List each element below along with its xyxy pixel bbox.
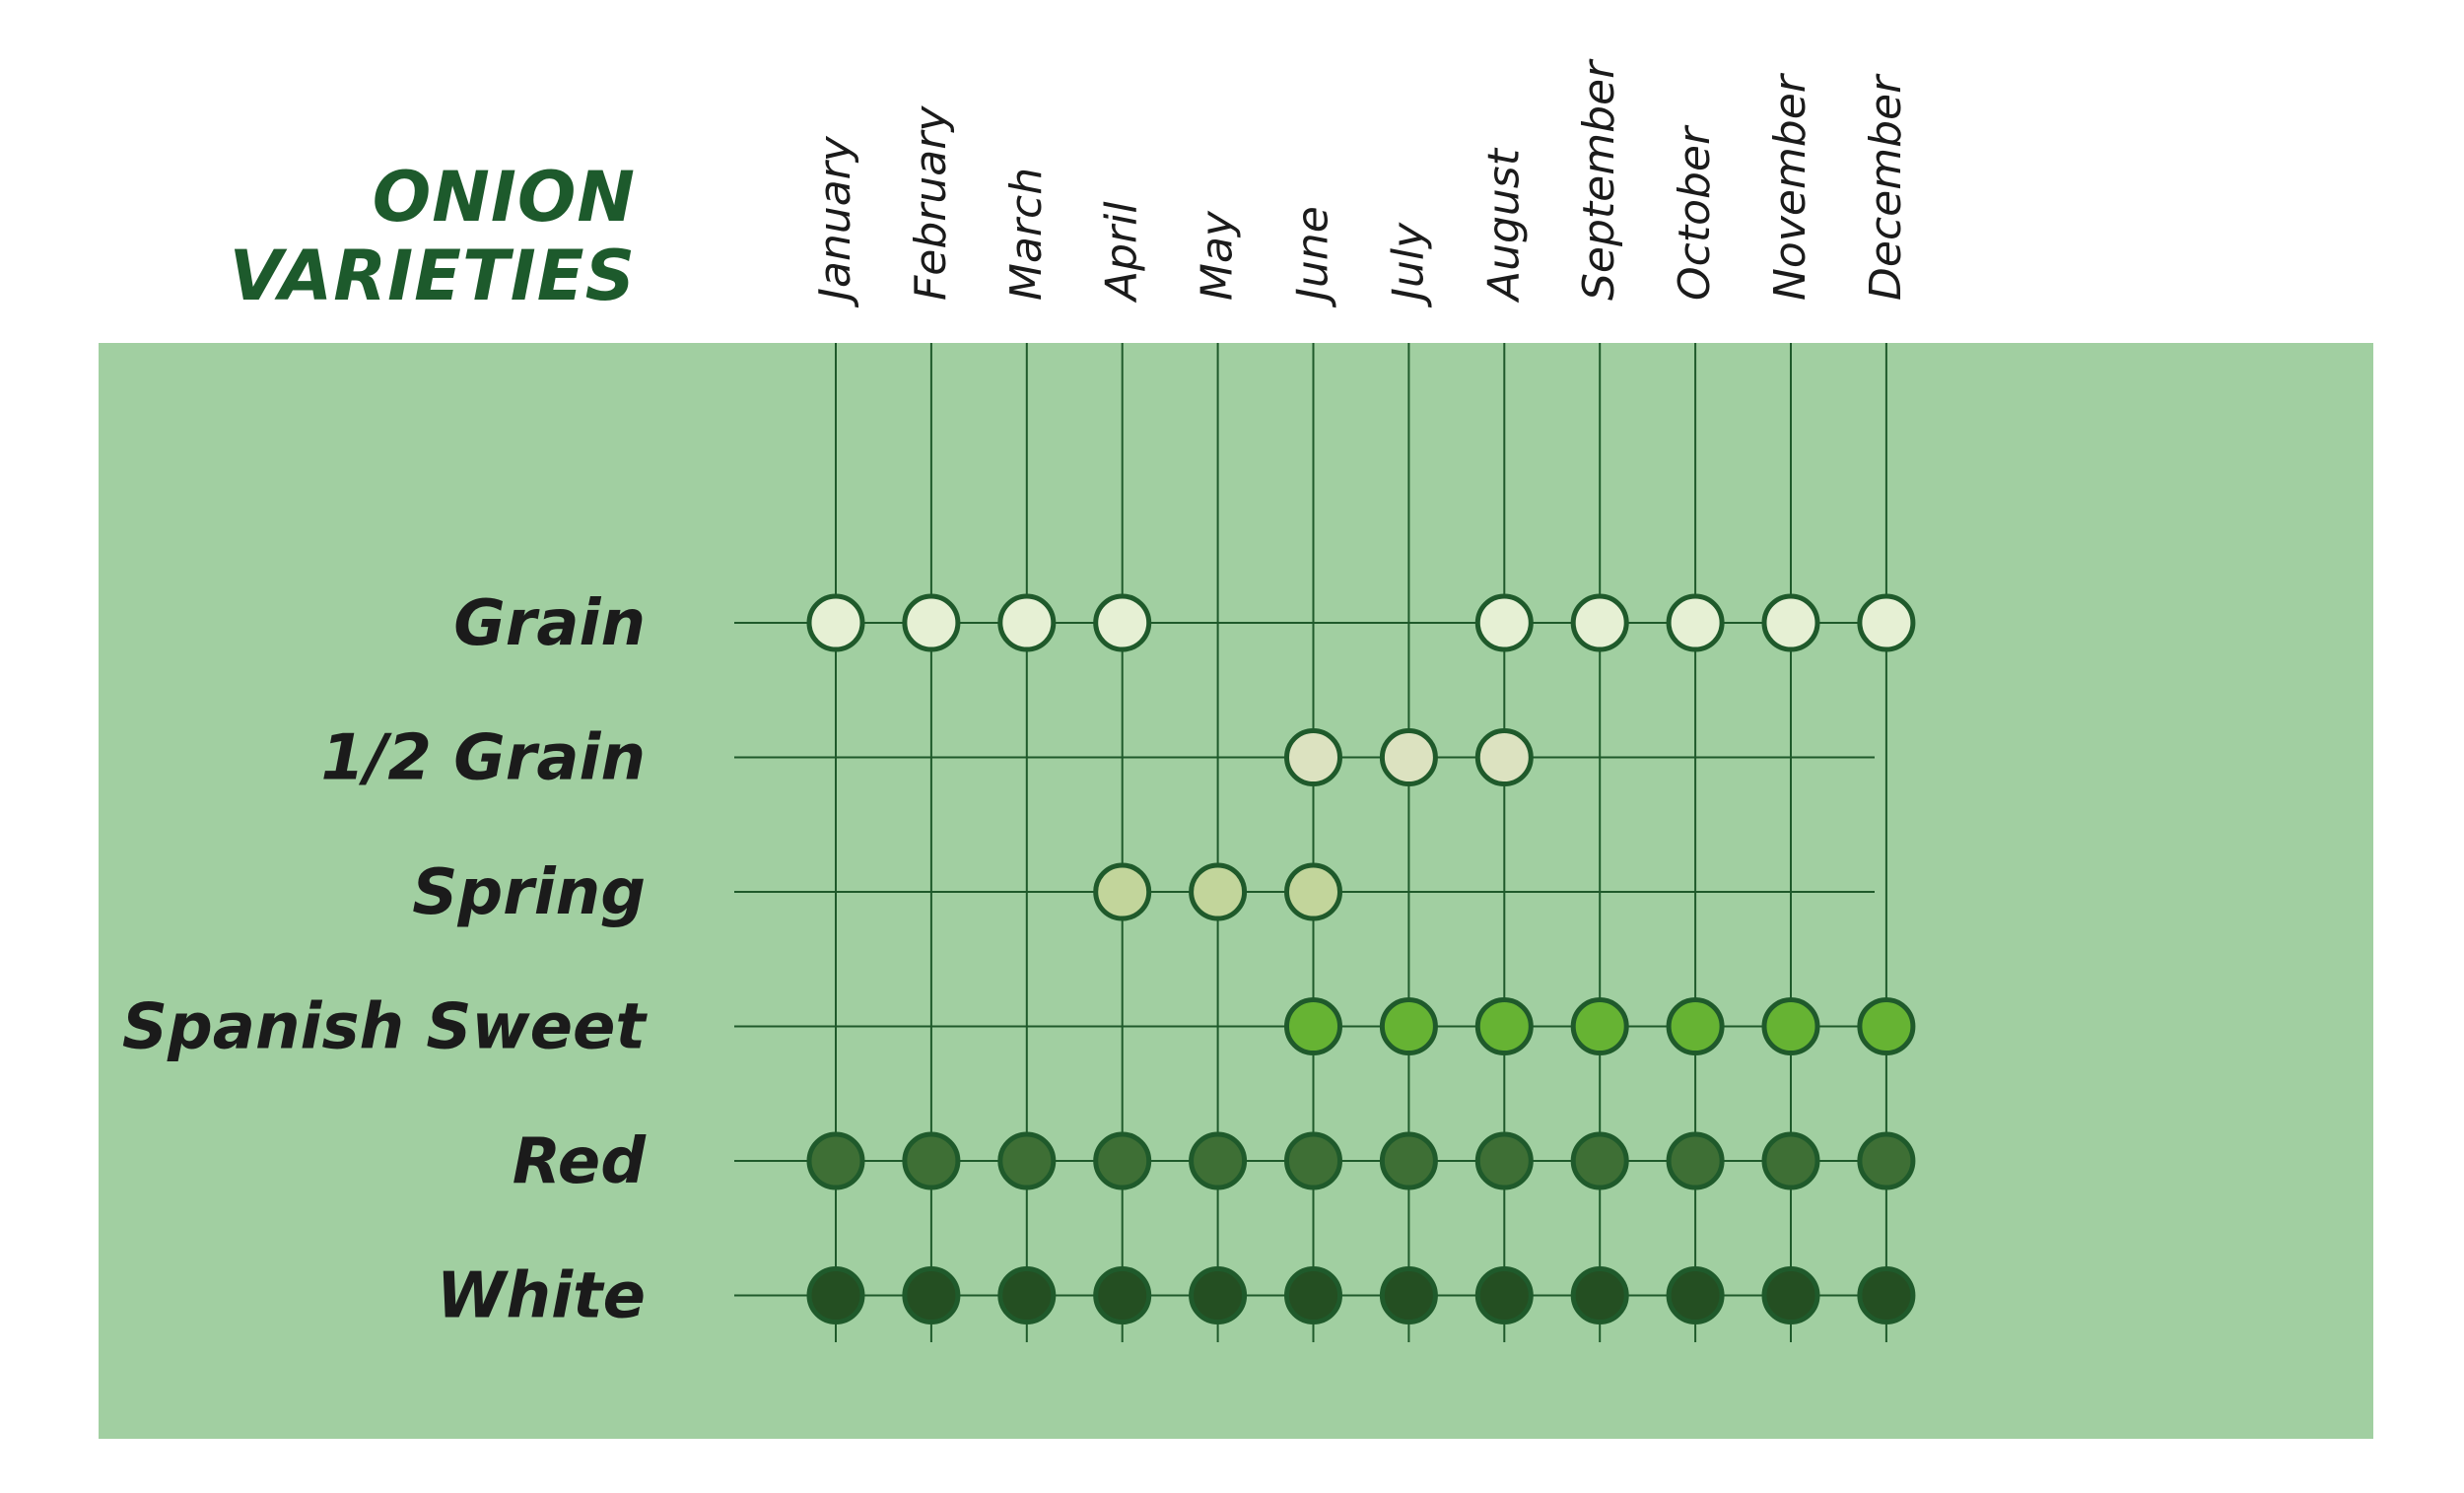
- dot-grain-march: [997, 593, 1057, 652]
- dot-spanish-sweet-december: [1857, 997, 1916, 1055]
- dot-red-may: [1189, 1131, 1248, 1190]
- dot-spring-may: [1189, 862, 1248, 921]
- dot-spanish-sweet-october: [1666, 997, 1725, 1055]
- month-label-march: March: [1001, 168, 1052, 301]
- dot-white-february: [902, 1266, 961, 1324]
- dot-white-august: [1474, 1266, 1534, 1324]
- month-label-february: February: [906, 105, 956, 301]
- dot-white-june: [1284, 1266, 1342, 1324]
- dot-spanish-sweet-august: [1474, 997, 1534, 1055]
- month-label-august: August: [1478, 147, 1529, 304]
- variety-label-white: White: [437, 1260, 646, 1333]
- month-label-november: November: [1765, 72, 1815, 301]
- variety-label-spring: Spring: [412, 856, 646, 929]
- month-label-april: April: [1097, 201, 1147, 304]
- dot-red-december: [1857, 1131, 1916, 1190]
- dot-red-october: [1666, 1131, 1725, 1190]
- dot-grain-december: [1857, 593, 1916, 652]
- dot-red-august: [1474, 1131, 1534, 1190]
- dot-1-2-grain-july: [1379, 728, 1438, 786]
- variety-label-red: Red: [513, 1125, 648, 1198]
- month-label-october: October: [1670, 124, 1720, 301]
- dot-spanish-sweet-june: [1284, 997, 1342, 1055]
- chart-title-line-1: ONION: [372, 157, 636, 238]
- dot-white-april: [1093, 1266, 1152, 1324]
- variety-label-spanish-sweet: Spanish Sweet: [122, 991, 649, 1064]
- dot-red-january: [806, 1131, 865, 1190]
- month-label-january: January: [810, 135, 860, 308]
- dot-white-may: [1189, 1266, 1248, 1324]
- dot-red-july: [1379, 1131, 1438, 1190]
- dot-red-february: [902, 1131, 961, 1190]
- dot-grain-august: [1474, 593, 1534, 652]
- month-label-december: December: [1861, 73, 1911, 301]
- dot-grain-september: [1570, 593, 1629, 652]
- variety-label-grain: Grain: [453, 587, 646, 660]
- month-label-may: May: [1193, 210, 1243, 301]
- dot-spanish-sweet-november: [1761, 997, 1820, 1055]
- dot-red-november: [1761, 1131, 1820, 1190]
- month-label-july: July: [1383, 222, 1433, 308]
- dot-white-november: [1761, 1266, 1820, 1324]
- dot-red-june: [1284, 1131, 1342, 1190]
- dot-grain-february: [902, 593, 961, 652]
- variety-label-1-2-grain: 1/2 Grain: [321, 722, 647, 795]
- dot-white-october: [1666, 1266, 1725, 1324]
- dot-white-december: [1857, 1266, 1916, 1324]
- dot-grain-january: [806, 593, 865, 652]
- dot-1-2-grain-august: [1474, 728, 1534, 786]
- chart-title: ONION VARIETIES: [230, 158, 636, 315]
- dot-spring-june: [1284, 862, 1342, 921]
- dot-spanish-sweet-july: [1379, 997, 1438, 1055]
- dot-spanish-sweet-september: [1570, 997, 1629, 1055]
- dot-grain-april: [1093, 593, 1152, 652]
- dot-white-july: [1379, 1266, 1438, 1324]
- dot-grain-october: [1666, 593, 1725, 652]
- dot-grain-november: [1761, 593, 1820, 652]
- dot-white-september: [1570, 1266, 1629, 1324]
- dot-red-april: [1093, 1131, 1152, 1190]
- dot-red-march: [997, 1131, 1057, 1190]
- chart-title-line-2: VARIETIES: [229, 236, 636, 316]
- dot-red-september: [1570, 1131, 1629, 1190]
- dot-1-2-grain-june: [1284, 728, 1342, 786]
- dot-white-march: [997, 1266, 1057, 1324]
- month-label-september: September: [1574, 58, 1624, 301]
- dot-white-january: [806, 1266, 865, 1324]
- month-label-june: June: [1288, 206, 1338, 308]
- dot-spring-april: [1093, 862, 1152, 921]
